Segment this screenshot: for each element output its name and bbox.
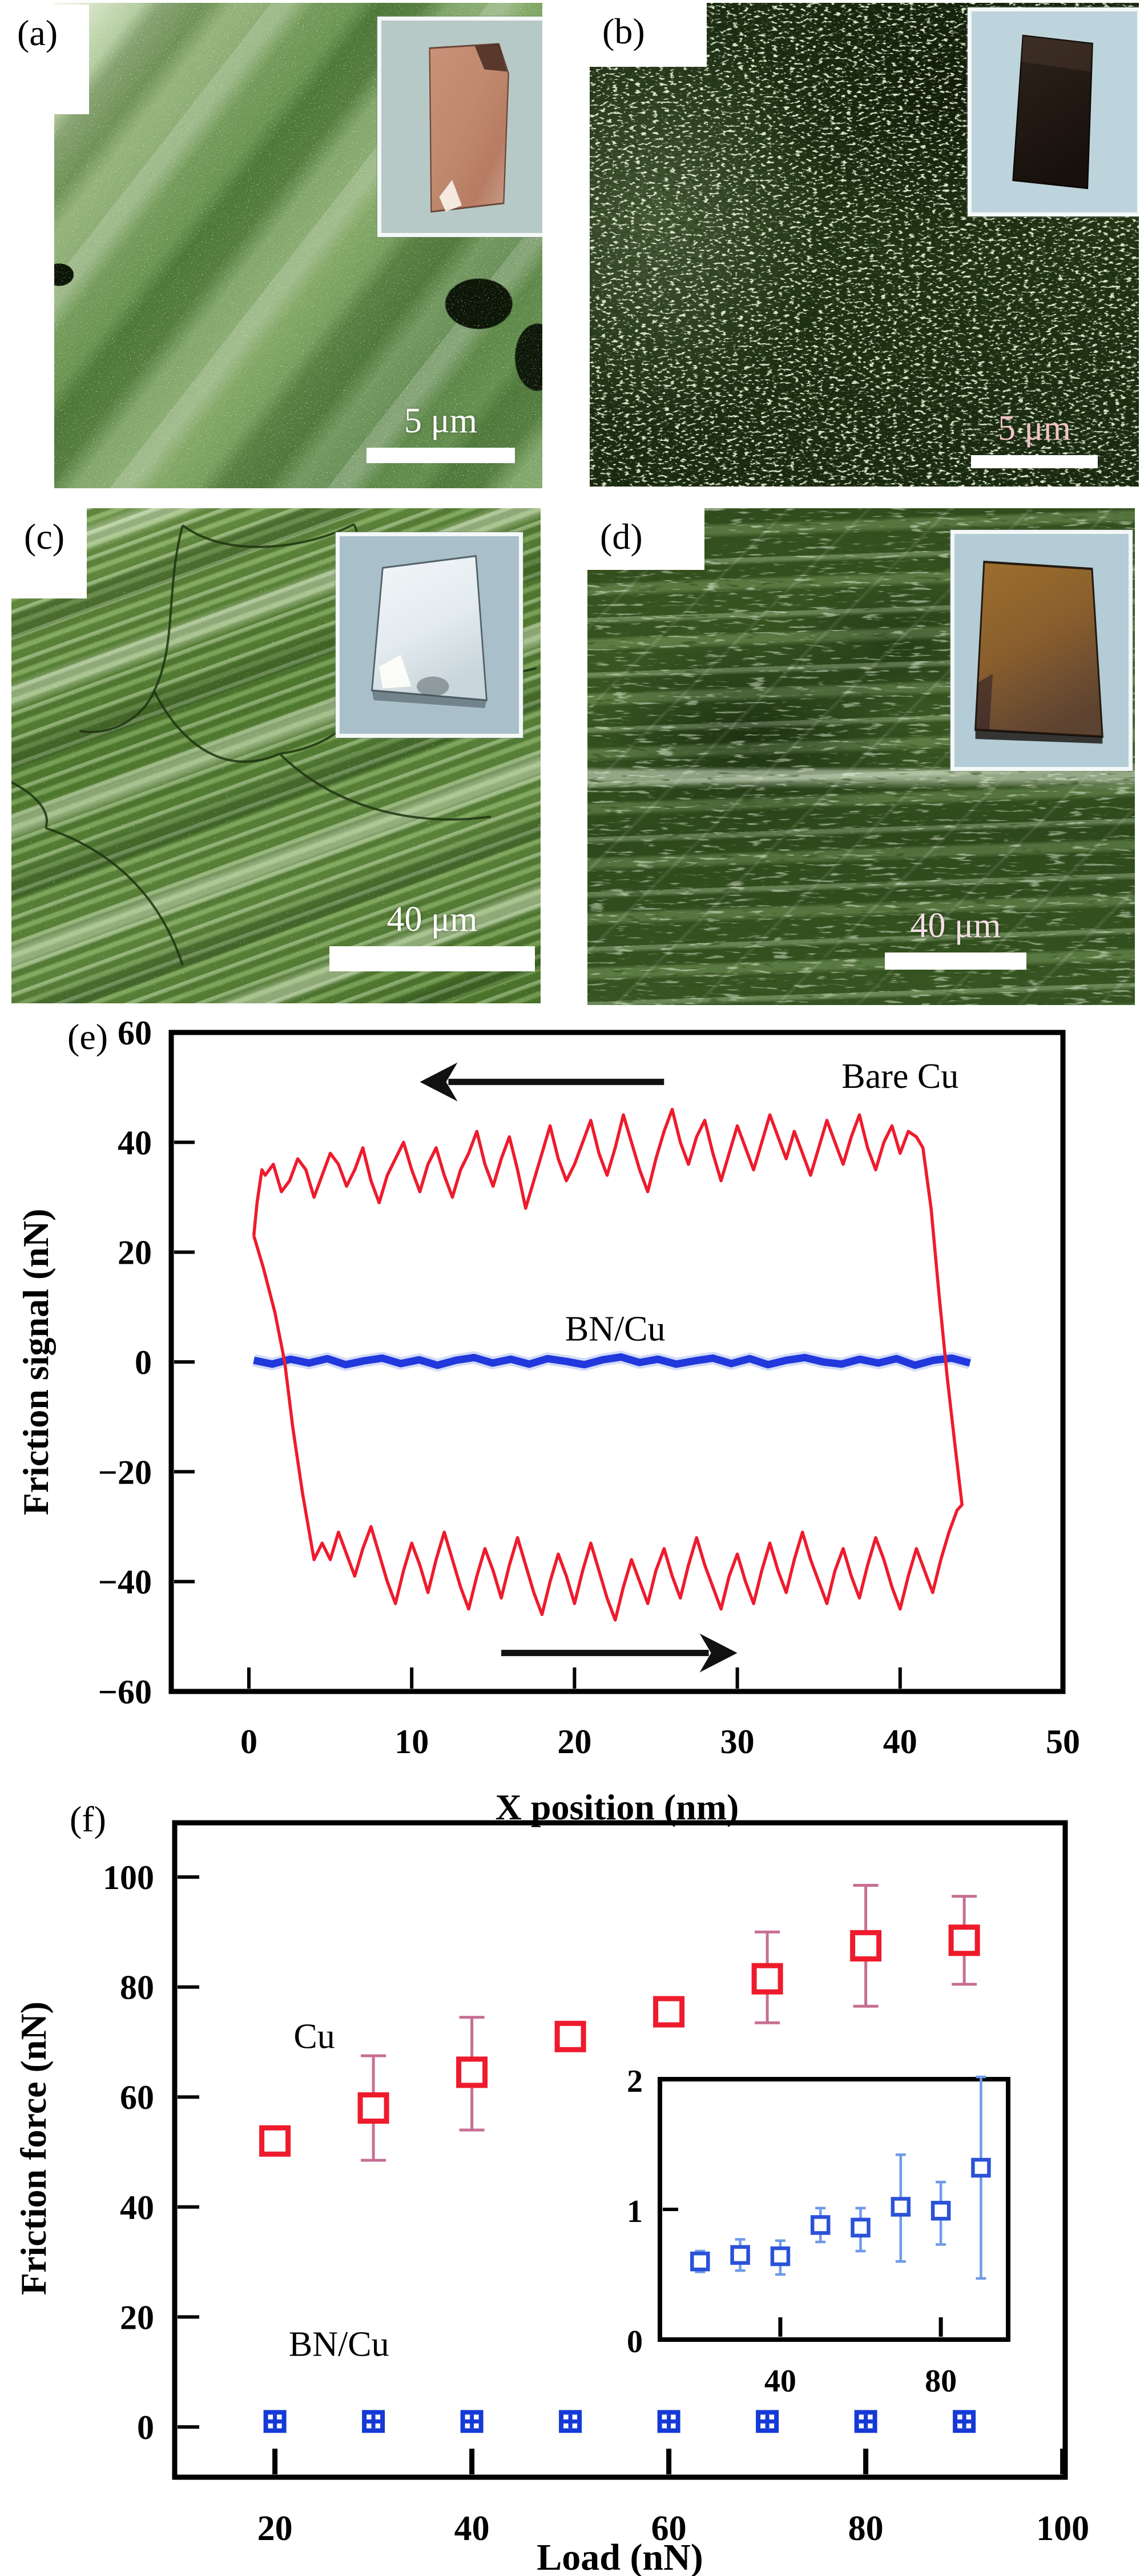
scale-bar-group-d: 40 μm — [885, 908, 1026, 970]
f-label-bn-cu: BN/Cu — [289, 2325, 389, 2364]
svg-text:40: 40 — [883, 1723, 917, 1761]
e-series-bare-cu — [252, 1107, 964, 1622]
dark-coated-sample — [1012, 34, 1093, 190]
sem-micrograph-b: 5 μm — [590, 3, 1139, 487]
svg-text:20: 20 — [120, 2298, 154, 2336]
scale-bar-group-b: 5 μm — [971, 411, 1098, 468]
svg-text:2: 2 — [627, 2064, 643, 2099]
svg-text:−60: −60 — [98, 1673, 152, 1711]
scale-bar-group-c: 40 μm — [329, 902, 535, 971]
svg-text:60: 60 — [120, 2079, 154, 2116]
svg-text:40: 40 — [764, 2364, 796, 2399]
panel-label-e: (e) — [67, 1016, 108, 1057]
svg-text:50: 50 — [1046, 1723, 1080, 1761]
sample-photo-inset-d — [950, 530, 1133, 771]
friction-loop-chart: 60 40 20 0 −20 −40 −60 0 10 20 30 40 50 Friction sign… — [15, 1014, 1080, 1827]
scale-bar-group-a: 5 μm — [366, 403, 515, 463]
e-series-bncu — [252, 1351, 972, 1372]
svg-text:−20: −20 — [98, 1453, 152, 1491]
sem-micrograph-c: 40 μm — [11, 508, 541, 1003]
svg-text:0: 0 — [137, 2409, 154, 2446]
svg-text:20: 20 — [557, 1723, 591, 1761]
svg-text:1: 1 — [627, 2194, 643, 2229]
scale-bar-d — [885, 953, 1026, 970]
svg-text:40: 40 — [118, 1124, 152, 1162]
sample-photo-inset-b — [968, 7, 1139, 216]
sample-photo-inset-c — [336, 532, 523, 738]
svg-text:80: 80 — [925, 2364, 957, 2399]
svg-text:20: 20 — [257, 2509, 293, 2548]
svg-text:0: 0 — [240, 1723, 257, 1761]
svg-text:10: 10 — [394, 1723, 429, 1761]
sem-micrograph-a: 5 μm — [54, 3, 542, 488]
svg-text:Load (nN): Load (nN) — [537, 2537, 703, 2576]
svg-text:80: 80 — [120, 1969, 154, 2007]
silver-shiny-sample — [370, 554, 488, 709]
svg-text:Friction force (nN): Friction force (nN) — [13, 2002, 54, 2295]
scale-bar-c — [329, 946, 535, 971]
f-series-bn-cu — [263, 2410, 976, 2433]
panel-label-c: (c) — [11, 508, 87, 598]
e-label-bare-cu: Bare Cu — [841, 1057, 958, 1096]
sample-photo-inset-a — [377, 17, 542, 237]
scale-bar-a — [366, 448, 515, 463]
scale-bar-label-b: 5 μm — [998, 409, 1071, 448]
bronze-oxidized-sample — [974, 560, 1103, 744]
scale-bar-b — [971, 455, 1098, 468]
svg-text:−40: −40 — [98, 1564, 152, 1601]
svg-text:60: 60 — [118, 1014, 152, 1052]
svg-text:40: 40 — [454, 2509, 490, 2548]
svg-text:100: 100 — [1036, 2509, 1089, 2548]
svg-text:100: 100 — [103, 1859, 154, 1896]
panel-label-a: (a) — [5, 5, 89, 114]
sem-micrograph-d: 40 μm — [587, 508, 1135, 1005]
f-label-cu: Cu — [293, 2017, 335, 2056]
svg-text:0: 0 — [135, 1344, 152, 1381]
scale-bar-label-a: 5 μm — [404, 401, 477, 440]
svg-text:0: 0 — [627, 2324, 643, 2360]
svg-text:20: 20 — [118, 1234, 152, 1272]
f-series-cu — [259, 1883, 980, 2162]
scale-bar-label-d: 40 μm — [910, 906, 1001, 945]
panel-label-d: (d) — [587, 508, 704, 570]
panel-label-f: (f) — [70, 1799, 106, 1839]
copper-foil-sample — [429, 43, 509, 213]
svg-text:60: 60 — [651, 2509, 687, 2548]
svg-text:Friction signal (nN): Friction signal (nN) — [15, 1209, 56, 1516]
panel-label-b: (b) — [590, 3, 707, 67]
f-inset: 2 1 0 40 80 — [627, 2064, 1010, 2399]
scale-bar-label-c: 40 μm — [386, 900, 478, 939]
svg-text:40: 40 — [120, 2189, 154, 2227]
svg-text:80: 80 — [848, 2509, 884, 2548]
svg-text:30: 30 — [720, 1723, 755, 1761]
e-scan-arrows — [420, 1062, 738, 1673]
e-label-bn-cu: BN/Cu — [565, 1309, 666, 1348]
